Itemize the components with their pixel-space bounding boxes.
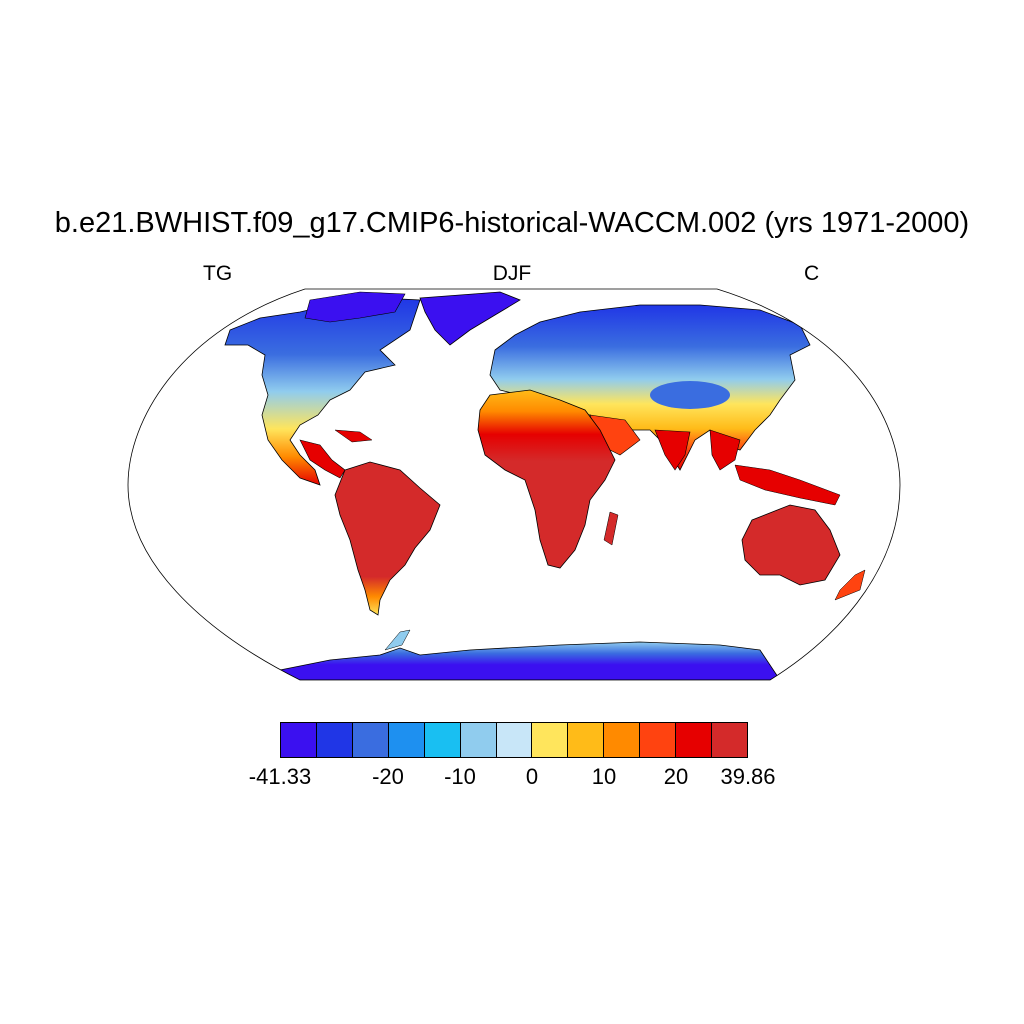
colorbar-swatch-5 <box>460 723 497 757</box>
colorbar-tick-10: 10 <box>591 764 617 789</box>
colorbar-tick-min: -41.33 <box>248 764 312 789</box>
map-border <box>127 288 901 681</box>
season-label: DJF <box>492 262 532 285</box>
caribbean <box>334 429 373 443</box>
colorbar-swatch-1 <box>316 723 353 757</box>
colorbar-swatch-3 <box>388 723 425 757</box>
australia <box>741 504 841 586</box>
maritime-continent <box>734 464 841 506</box>
central-america <box>299 439 346 479</box>
canadian-archipelago <box>304 291 406 323</box>
units-label: C <box>804 262 820 285</box>
colorbar-swatch-9 <box>604 723 641 757</box>
colorbar-swatch-0 <box>281 723 317 757</box>
india <box>654 429 691 471</box>
colorbar-tick-neg20: -20 <box>372 764 404 789</box>
antarctic-peninsula <box>384 629 411 651</box>
plot-title: b.e21.BWHIST.f09_g17.CMIP6-historical-WA… <box>54 207 970 239</box>
antarctica <box>279 641 781 680</box>
colorbar-swatch-4 <box>424 723 461 757</box>
tibetan-plateau <box>650 381 730 409</box>
southeast-asia <box>709 429 741 471</box>
new-zealand <box>834 569 866 601</box>
africa <box>477 389 616 569</box>
greenland <box>419 291 521 346</box>
colorbar-tick-zero: 0 <box>525 764 539 789</box>
south-america <box>334 461 441 616</box>
colorbar-swatch-2 <box>352 723 389 757</box>
colorbar-swatch-12 <box>712 723 747 757</box>
colorbar-swatch-11 <box>676 723 713 757</box>
colorbar-swatch-6 <box>496 723 533 757</box>
madagascar <box>603 511 619 546</box>
colorbar-tick-neg10: -10 <box>444 764 476 789</box>
colorbar-swatch-7 <box>532 723 569 757</box>
colorbar-tick-20: 20 <box>663 764 689 789</box>
colorbar-swatch-10 <box>640 723 677 757</box>
colorbar-swatch-8 <box>568 723 605 757</box>
variable-label: TG <box>203 262 233 285</box>
colorbar-tick-max: 39.86 <box>720 764 776 789</box>
colorbar <box>280 722 748 758</box>
